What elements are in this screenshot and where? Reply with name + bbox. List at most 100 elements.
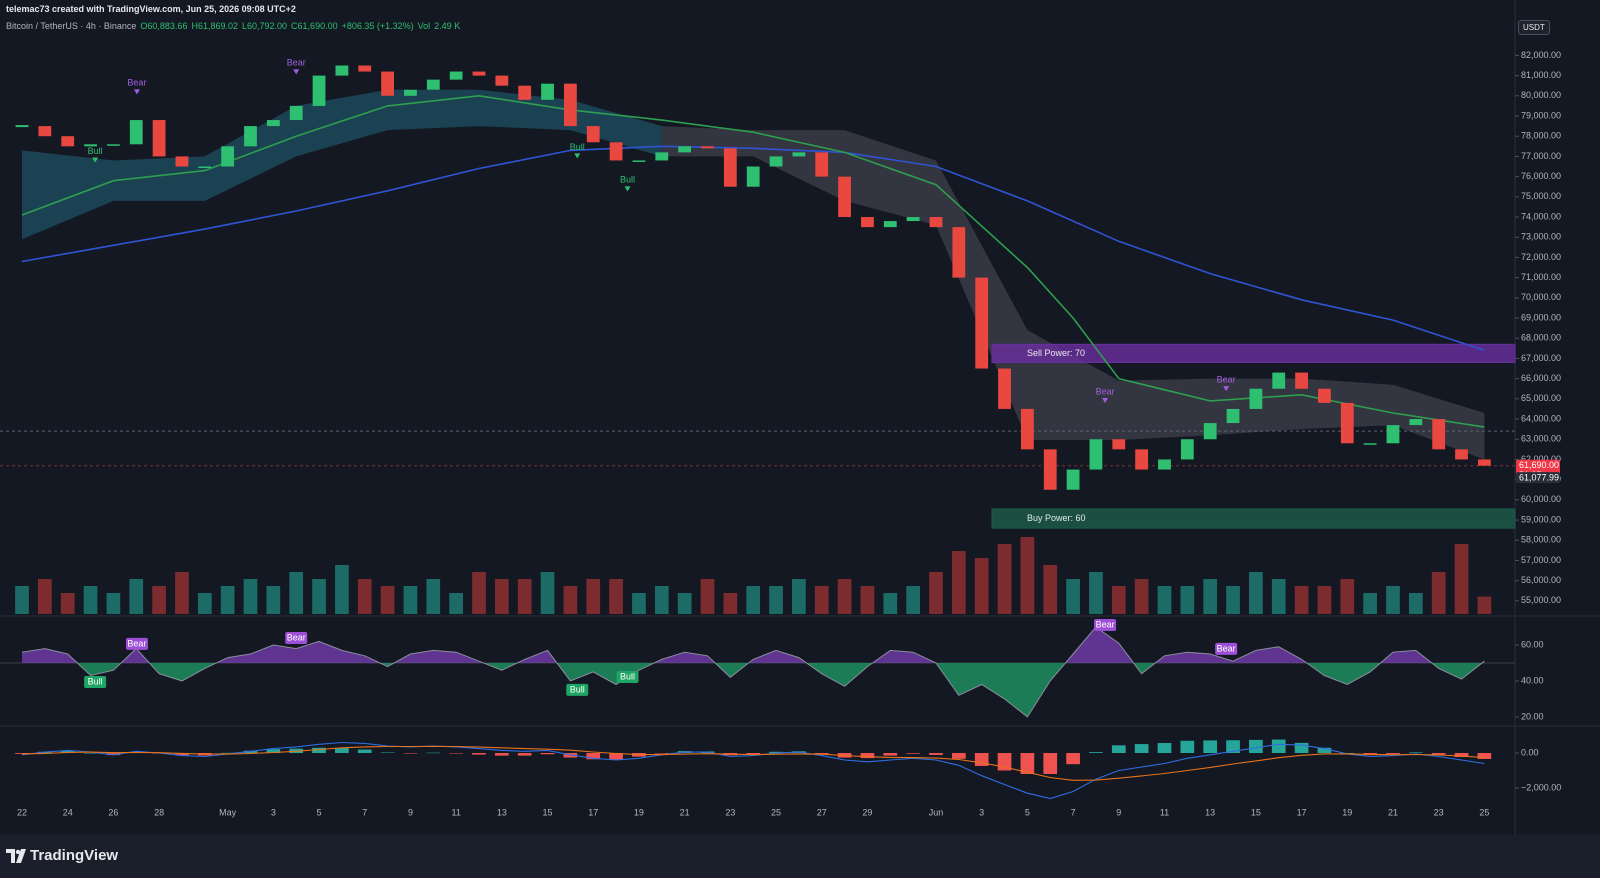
volume-bar (517, 579, 532, 614)
rsi-fill-above (22, 627, 1485, 663)
volume-bar (426, 579, 441, 614)
ohlc-value: H61,869.02 (191, 21, 238, 31)
volume-bar (1477, 596, 1492, 614)
candle (1272, 372, 1286, 389)
volume-bar (220, 586, 235, 614)
price-label-box (1516, 472, 1560, 484)
histogram-bar (1180, 740, 1195, 754)
y-tick-label: 0.00 (1521, 747, 1539, 757)
candle (906, 217, 920, 222)
histogram-bar (1294, 742, 1309, 754)
candle (175, 156, 189, 167)
volume-bar (700, 579, 715, 614)
volume-bar (1089, 572, 1103, 614)
signal-box (566, 683, 589, 696)
volume-bar (1454, 544, 1469, 614)
volume-bar (1294, 586, 1309, 614)
histogram-bar (106, 753, 121, 756)
zone (991, 343, 1516, 363)
y-tick-label: 65,000.00 (1521, 393, 1561, 403)
volume-bar (860, 586, 875, 614)
volume-bar (1157, 586, 1172, 614)
cloud-band (22, 89, 662, 240)
histogram-bar (1271, 739, 1286, 754)
histogram-bar (1386, 753, 1400, 754)
y-tick-label: 20.00 (1521, 711, 1544, 721)
moving-average (21, 145, 1485, 352)
x-tick-label: 26 (108, 807, 118, 817)
candle (1226, 408, 1240, 424)
x-tick-label: 15 (543, 807, 553, 817)
candle (861, 217, 874, 228)
candle (335, 65, 349, 76)
y-tick-label: 73,000.00 (1521, 232, 1561, 242)
candle (838, 176, 851, 218)
histogram-bar (1477, 753, 1492, 759)
volume-bar (197, 593, 212, 614)
histogram-bar (951, 753, 966, 759)
y-tick-label: 75,000.00 (1521, 191, 1561, 201)
candle (129, 120, 143, 145)
candle (929, 217, 943, 228)
histogram-bar (494, 753, 509, 756)
volume-bar (129, 579, 144, 614)
volume-bar (1249, 572, 1263, 614)
y-tick-label: 70,000.00 (1521, 292, 1561, 302)
signal-label: Bull (620, 175, 635, 185)
histogram-bar (517, 753, 532, 756)
volume-bar (792, 579, 806, 614)
candle (723, 148, 737, 187)
candle (563, 83, 577, 127)
volume-bar (357, 579, 372, 614)
volume-bar (152, 586, 166, 614)
candle (678, 146, 692, 153)
signal-marker (1223, 386, 1230, 392)
candle (746, 166, 760, 187)
x-tick-label: 21 (680, 807, 690, 817)
histogram-bar (1317, 747, 1332, 754)
y-tick-label: 60.00 (1521, 639, 1544, 649)
volume-bar (837, 579, 852, 614)
candle (1112, 439, 1126, 450)
volume-bar (312, 579, 326, 614)
histogram-bar (380, 752, 395, 754)
signal-label: Bull (570, 684, 585, 694)
volume-bar (15, 586, 29, 614)
candle (541, 83, 554, 100)
candle (632, 160, 646, 162)
candle (1432, 419, 1446, 450)
signal-box (1094, 619, 1117, 632)
candle (1295, 372, 1308, 389)
x-tick-label: 9 (408, 807, 413, 817)
candle (61, 136, 75, 147)
candle (38, 126, 52, 137)
currency-button[interactable]: USDT (1518, 20, 1550, 35)
histogram-bar (1111, 745, 1126, 754)
histogram-bar (243, 750, 258, 754)
cloud-band (661, 126, 1485, 460)
y-tick-label: 56,000.00 (1521, 575, 1561, 585)
candle (1340, 402, 1354, 444)
signal-marker (293, 69, 300, 75)
candle (1386, 425, 1400, 444)
signal-box (125, 637, 148, 650)
symbol: Bitcoin / TetherUS · 4h · Binance (6, 21, 137, 31)
brand-logo (6, 849, 26, 863)
y-tick-label: 67,000.00 (1521, 353, 1561, 363)
x-tick-label: 17 (588, 807, 598, 817)
candle (152, 120, 166, 157)
candle (426, 79, 440, 90)
volume-bar (540, 572, 555, 614)
x-tick-label: 27 (817, 807, 827, 817)
signal-label: Bull (570, 142, 585, 152)
x-tick-label: Jun (929, 807, 944, 817)
x-tick-label: 29 (862, 807, 872, 817)
volume-bar (974, 558, 989, 614)
volume-bar (335, 565, 349, 614)
volume-bar (906, 586, 920, 614)
candle (1020, 408, 1034, 450)
histogram-bar (403, 753, 418, 754)
x-tick-label: 25 (1479, 807, 1489, 817)
rsi-line (21, 626, 1485, 718)
